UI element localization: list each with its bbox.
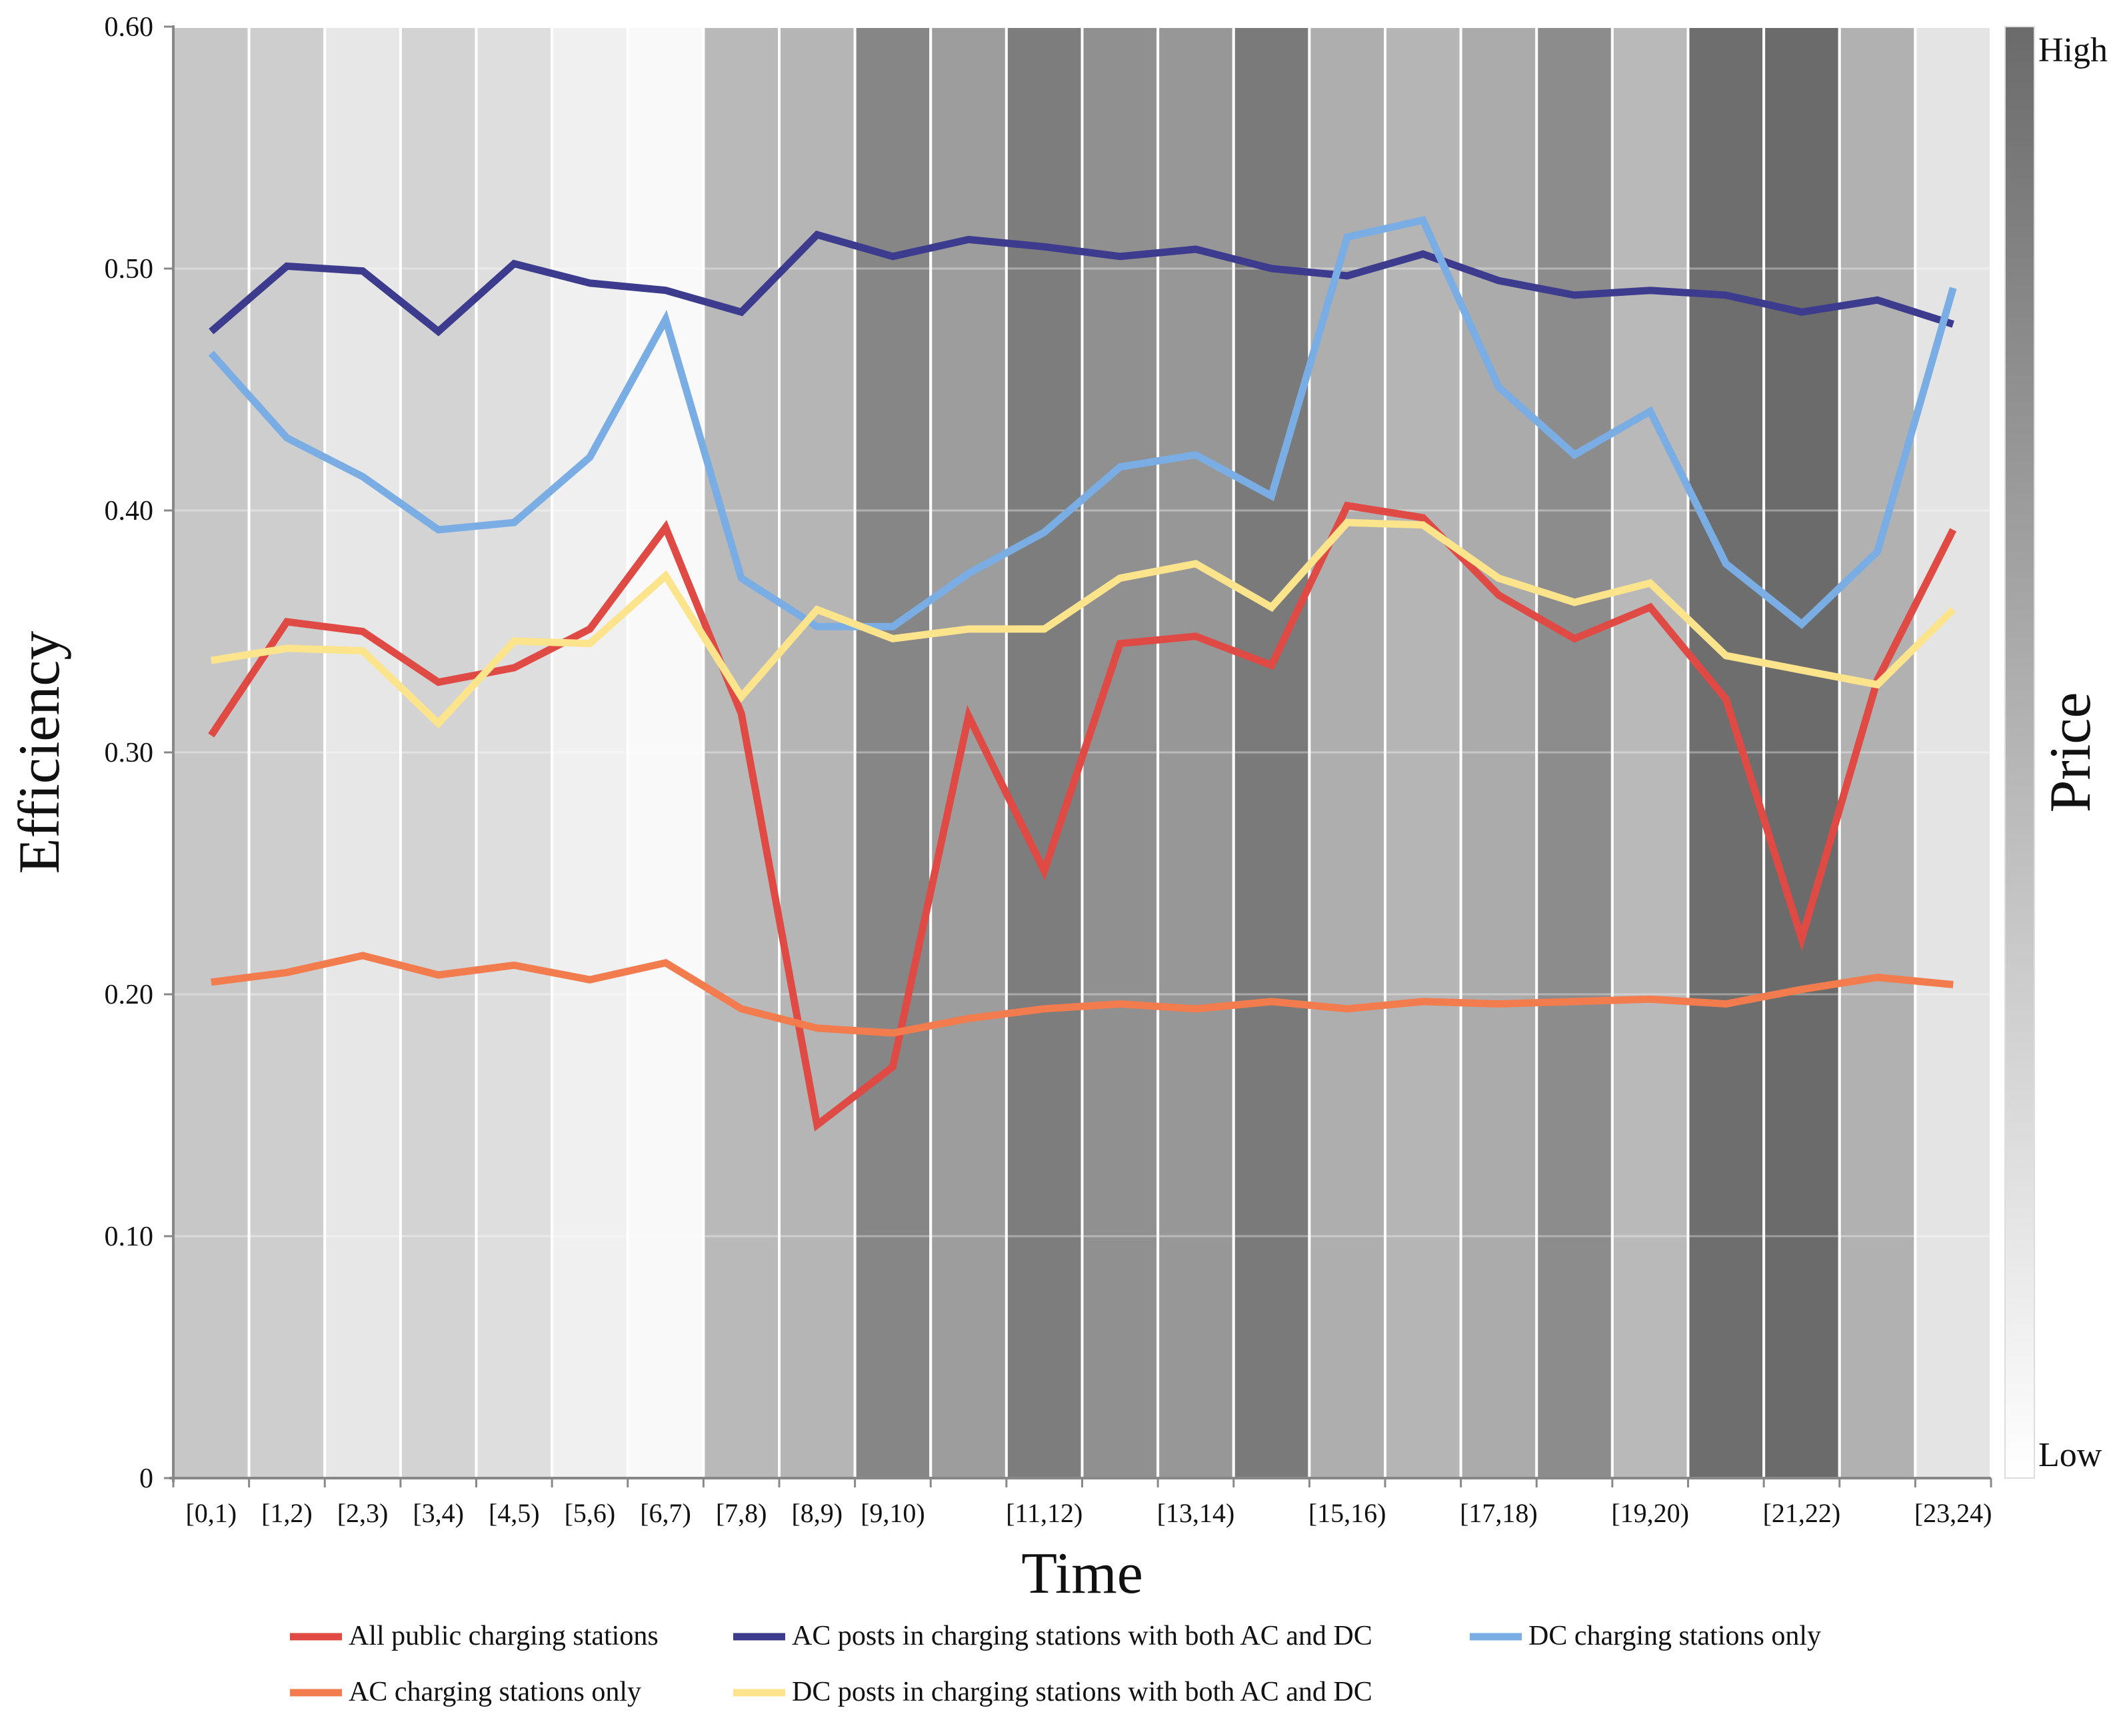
price-band-21 [1762,25,1841,1479]
x-tick-label: [8,9) [791,1498,843,1528]
colorbar-title: Price [2038,692,2103,813]
price-band-22 [1838,25,1917,1479]
legend-label: DC charging stations only [1528,1621,1821,1651]
y-tick-label: 0.40 [105,496,154,526]
y-tick-label: 0.30 [105,738,154,768]
y-axis-title: Efficiency [7,631,72,874]
y-tick-label: 0.60 [105,12,154,43]
x-tick-label: [2,3) [337,1498,389,1528]
price-band-20 [1686,25,1766,1479]
series-line-2 [208,216,1957,630]
price-band-13 [1156,25,1235,1479]
colorbar-low-label: Low [2038,1436,2102,1474]
x-tick-label: [21,22) [1763,1498,1841,1528]
price-band-19 [1610,25,1690,1479]
x-tick-label: [17,18) [1460,1498,1538,1528]
x-tick-label: [9,10) [861,1498,925,1528]
x-tick-label: [6,7) [640,1498,691,1528]
x-tick-label: [15,16) [1308,1498,1386,1528]
price-band-7 [702,25,781,1479]
legend-label: All public charging stations [349,1621,659,1651]
x-tick-label: [19,20) [1611,1498,1689,1528]
y-tick-label: 0.50 [105,254,154,285]
x-tick-label: [11,12) [1006,1498,1082,1528]
x-axis-title: Time [1021,1541,1143,1606]
x-tick-label: [23,24) [1914,1498,1992,1528]
price-band-0 [172,25,251,1479]
series-line-1 [209,231,1954,337]
x-tick-label: [5,6) [565,1498,616,1528]
series-line-0 [208,501,1957,1132]
series-line-3 [211,952,1954,1037]
x-tick-label: [7,8) [716,1498,767,1528]
legend-label: AC charging stations only [349,1677,641,1707]
x-tick-label: [1,2) [261,1498,313,1528]
x-tick-label: [4,5) [489,1498,540,1528]
price-band-18 [1535,25,1614,1479]
price-band-9 [853,25,933,1479]
y-tick-label: 0.10 [105,1222,154,1252]
x-tick-label: [3,4) [413,1498,464,1528]
x-tick-label: [13,14) [1157,1498,1235,1528]
price-colorbar [2004,26,2035,1479]
y-tick-label: 0.20 [105,980,154,1010]
x-tick-label: [0,1) [185,1498,237,1528]
y-tick-label: 0 [139,1463,153,1494]
legend-label: AC posts in charging stations with both … [792,1621,1372,1651]
series-line-4 [210,518,1956,729]
price-band-5 [551,25,629,1479]
colorbar-high-label: High [2038,31,2108,69]
price-band-23 [1914,25,1992,1479]
price-band-11 [1005,25,1084,1479]
legend-label: DC posts in charging stations with both … [792,1677,1372,1707]
